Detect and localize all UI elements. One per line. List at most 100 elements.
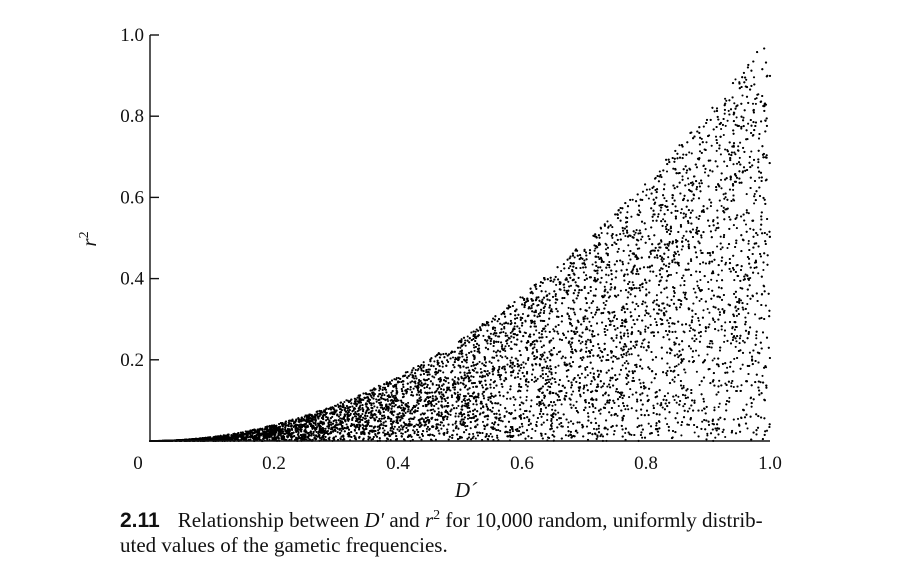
scatter-point	[376, 406, 379, 409]
scatter-point	[739, 299, 743, 302]
scatter-point	[571, 324, 574, 327]
scatter-point	[735, 242, 738, 245]
scatter-point	[492, 317, 495, 320]
scatter-point	[439, 423, 442, 427]
scatter-point	[728, 215, 731, 219]
scatter-point	[736, 417, 740, 420]
scatter-point	[542, 421, 545, 424]
scatter-point	[635, 287, 638, 290]
scatter-point	[499, 419, 503, 422]
scatter-point	[432, 365, 435, 368]
scatter-point	[510, 356, 513, 359]
scatter-point	[519, 296, 522, 299]
scatter-point	[446, 418, 449, 421]
scatter-point	[572, 404, 575, 407]
scatter-point	[409, 434, 412, 437]
scatter-point	[522, 366, 525, 369]
scatter-point	[526, 389, 529, 392]
scatter-point	[462, 379, 465, 382]
scatter-point	[431, 395, 434, 398]
scatter-point	[516, 375, 520, 379]
scatter-point	[672, 290, 676, 293]
scatter-point	[698, 299, 701, 302]
scatter-point	[375, 400, 378, 403]
scatter-point	[641, 190, 645, 193]
scatter-point	[726, 366, 729, 369]
scatter-point	[386, 399, 390, 403]
scatter-point	[602, 301, 605, 304]
scatter-point	[564, 434, 567, 437]
scatter-point	[688, 151, 691, 154]
scatter-point	[459, 381, 462, 384]
scatter-point	[579, 256, 582, 259]
scatter-point	[649, 315, 652, 318]
scatter-point	[501, 343, 504, 347]
scatter-point	[490, 320, 494, 323]
scatter-point	[519, 396, 522, 399]
scatter-point	[649, 270, 652, 273]
scatter-point	[550, 371, 553, 374]
scatter-point	[426, 416, 429, 419]
scatter-point	[519, 377, 522, 380]
scatter-point	[513, 325, 516, 328]
scatter-point	[661, 406, 664, 409]
scatter-point	[656, 215, 660, 218]
scatter-point	[611, 319, 614, 322]
scatter-point	[356, 396, 359, 399]
scatter-point	[402, 401, 405, 405]
scatter-point	[692, 302, 695, 305]
scatter-point	[682, 358, 685, 361]
scatter-point	[375, 398, 378, 401]
scatter-point	[585, 326, 588, 329]
scatter-point	[724, 148, 727, 151]
scatter-point	[718, 402, 721, 405]
scatter-point	[705, 141, 708, 144]
scatter-point	[664, 417, 667, 420]
scatter-point	[324, 427, 327, 430]
scatter-point	[493, 427, 496, 430]
scatter-points	[148, 47, 772, 443]
scatter-point	[581, 340, 584, 343]
scatter-point	[606, 428, 609, 431]
scatter-point	[548, 312, 551, 315]
scatter-point	[568, 315, 571, 318]
scatter-point	[604, 403, 607, 406]
scatter-point	[582, 320, 585, 323]
scatter-point	[572, 390, 575, 393]
scatter-point	[558, 423, 561, 426]
scatter-point	[600, 269, 603, 272]
scatter-point	[756, 233, 759, 237]
scatter-point	[628, 287, 631, 290]
scatter-point	[554, 371, 557, 374]
scatter-point	[682, 274, 685, 277]
scatter-point	[655, 321, 658, 324]
scatter-point	[718, 199, 721, 202]
scatter-point	[497, 371, 500, 374]
scatter-point	[506, 363, 509, 366]
scatter-point	[668, 366, 671, 369]
scatter-point	[686, 177, 690, 180]
scatter-point	[668, 330, 671, 333]
scatter-point	[734, 78, 737, 81]
scatter-point	[644, 325, 647, 328]
scatter-point	[370, 425, 373, 428]
scatter-point	[605, 273, 608, 276]
scatter-point	[580, 372, 583, 375]
scatter-point	[441, 365, 444, 368]
scatter-point	[560, 357, 563, 360]
scatter-point	[720, 269, 723, 272]
scatter-point	[420, 398, 423, 401]
scatter-point	[467, 436, 471, 439]
scatter-point	[628, 254, 631, 257]
scatter-point	[474, 437, 477, 440]
scatter-point	[334, 435, 337, 438]
scatter-point	[655, 424, 658, 427]
scatter-point	[382, 386, 385, 389]
scatter-point	[389, 382, 392, 385]
scatter-point	[724, 261, 728, 264]
scatter-point	[569, 420, 573, 423]
scatter-point	[501, 356, 504, 359]
scatter-point	[716, 295, 719, 298]
scatter-point	[706, 353, 709, 356]
scatter-point	[653, 299, 656, 302]
